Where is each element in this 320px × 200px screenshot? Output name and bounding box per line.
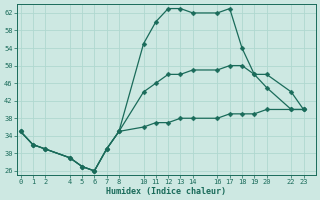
- X-axis label: Humidex (Indice chaleur): Humidex (Indice chaleur): [106, 187, 226, 196]
